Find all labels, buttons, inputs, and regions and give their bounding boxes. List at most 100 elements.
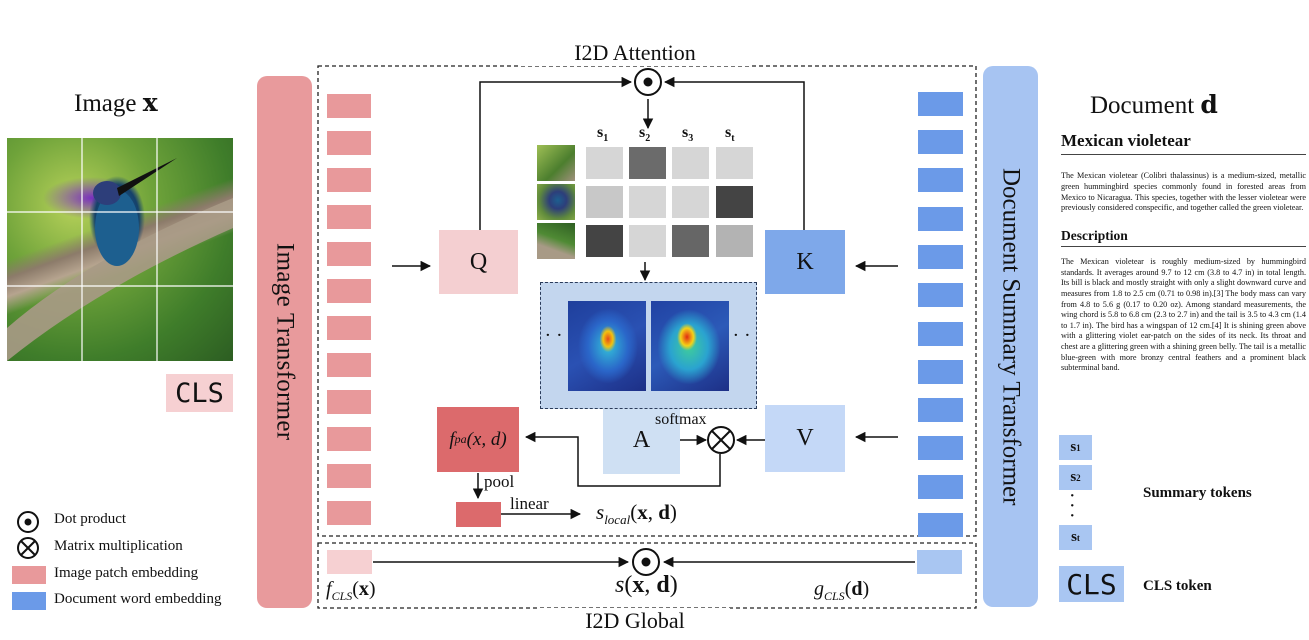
doc-word-embedding	[918, 283, 963, 307]
image-cls-embedding	[327, 550, 372, 574]
doc-word-embedding	[918, 207, 963, 231]
attention-frame	[317, 65, 977, 537]
q-to-dot-arrow	[479, 76, 633, 230]
doc-word-embedding	[918, 398, 963, 422]
image-patch-embedding	[327, 501, 371, 525]
summary-header-row: s1 s2 s3 st	[585, 124, 755, 146]
attention-cell	[629, 225, 666, 257]
k-to-dot-arrow	[663, 76, 805, 230]
doc-word-embedding	[918, 92, 963, 116]
image-patch-embedding	[327, 168, 371, 192]
legend-label-doc-word: Document word embedding	[54, 591, 222, 607]
linear-label: linear	[510, 494, 549, 513]
legend-cross-icon	[17, 537, 39, 559]
attention-cell	[586, 186, 623, 218]
attention-cell	[716, 147, 753, 179]
attention-title: I2D Attention	[520, 40, 750, 66]
document-heading: Mexican violetear	[1061, 131, 1306, 155]
doc-transformer-label: Document Summary Transformer	[997, 167, 1025, 506]
attention-cell	[716, 225, 753, 257]
image-patch-embedding	[327, 464, 371, 488]
attention-cell	[586, 147, 623, 179]
global-score: s(x, d)	[615, 572, 678, 598]
attention-cell	[672, 186, 709, 218]
doc-word-embedding	[918, 245, 963, 269]
attention-cell	[586, 225, 623, 257]
image-transformer-block: Image Transformer	[257, 76, 312, 608]
pool-label: pool	[484, 472, 515, 491]
image-patch-embedding	[327, 242, 371, 266]
image-patch-embedding	[327, 316, 371, 340]
legend-label-image-patch: Image patch embedding	[54, 565, 199, 581]
patch-thumbnail	[537, 145, 575, 181]
legend-label-dot-product: Dot product	[54, 511, 127, 527]
g-cls-label: gCLS(d)	[814, 578, 870, 603]
cls-token-label: CLS token	[1143, 578, 1212, 594]
doc-word-embedding	[918, 322, 963, 346]
document-title: Document d	[1090, 90, 1218, 119]
doc-word-embedding	[918, 360, 963, 384]
attention-heatmap-panel: · · · ·	[540, 282, 757, 409]
q-block: Q	[439, 230, 518, 294]
document-intro: The Mexican violetear (Colibri thalassin…	[1061, 171, 1306, 213]
softmax-label: softmax	[655, 411, 707, 428]
dot-product-operator-global	[632, 548, 660, 576]
doc-word-embedding	[918, 475, 963, 499]
attention-heatmap	[568, 301, 646, 391]
attention-cell	[716, 186, 753, 218]
image-title: Image x	[74, 88, 158, 117]
patch-thumbnail	[537, 184, 575, 220]
image-transformer-label: Image Transformer	[271, 243, 299, 441]
doc-word-embedding	[918, 436, 963, 460]
summary-header-s2: s2	[639, 124, 651, 145]
legend-pink-swatch	[12, 566, 46, 584]
attention-score-grid	[586, 147, 756, 259]
attention-cell	[629, 186, 666, 218]
document-description: The Mexican violetear is roughly medium-…	[1061, 257, 1306, 373]
heatmap-dots-right: · ·	[733, 325, 751, 346]
summary-header-s3: s3	[682, 124, 694, 145]
v-block: V	[765, 405, 845, 472]
legend-blue-swatch	[12, 592, 46, 610]
image-patch-embedding	[327, 353, 371, 377]
attention-cell	[629, 147, 666, 179]
legend-dot-icon	[17, 511, 39, 533]
summary-header-s1: s1	[597, 124, 609, 145]
image-patch-embedding	[327, 279, 371, 303]
document-section-heading: Description	[1061, 228, 1306, 248]
matrix-multiplication-operator	[707, 426, 735, 454]
doc-word-embedding	[918, 130, 963, 154]
patch-thumbnail	[537, 223, 575, 259]
image-patch-embedding	[327, 390, 371, 414]
global-title: I2D Global	[540, 608, 730, 634]
summary-token-ellipsis: · · ·	[1070, 489, 1075, 524]
image-patch-embedding	[327, 131, 371, 155]
attention-cell	[672, 147, 709, 179]
summary-header-st: st	[725, 124, 735, 145]
image-patch-grid	[7, 138, 233, 361]
pooled-vector	[456, 502, 501, 527]
dot-product-operator-top	[634, 68, 662, 96]
doc-cls-token: CLS	[1059, 566, 1124, 602]
document-text: Mexican violetear The Mexican violetear …	[1061, 131, 1306, 374]
hummingbird-image	[7, 138, 233, 361]
legend-label-matrix-multiplication: Matrix multiplication	[54, 538, 183, 554]
summary-tokens-label: Summary tokens	[1143, 485, 1252, 501]
a-block: A	[603, 407, 680, 474]
heatmap-dots-left: · ·	[545, 325, 563, 346]
attention-heatmap	[651, 301, 729, 391]
image-patch-embedding	[327, 94, 371, 118]
doc-transformer-block: Document Summary Transformer	[983, 66, 1038, 607]
image-patch-embedding	[327, 205, 371, 229]
s-local-score: slocal(x, d)	[596, 500, 677, 528]
image-cls-token: CLS	[166, 374, 233, 412]
image-patch-embedding	[327, 427, 371, 451]
doc-word-embedding	[918, 168, 963, 192]
cross-to-fpa-arrow	[524, 431, 721, 487]
f-cls-label: fCLS(x)	[326, 578, 376, 603]
doc-word-embedding	[918, 513, 963, 537]
